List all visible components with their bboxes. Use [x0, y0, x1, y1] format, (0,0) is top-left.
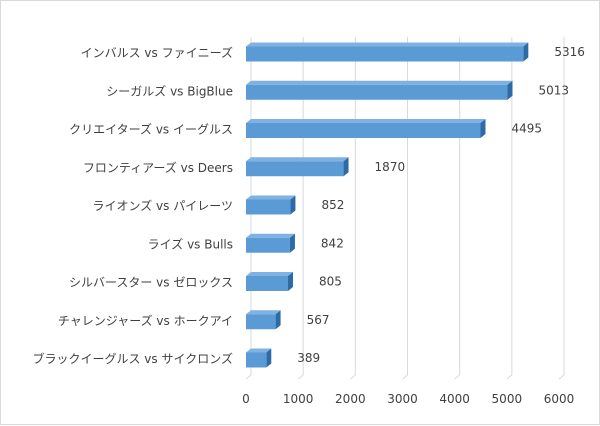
bar — [246, 84, 508, 100]
bar-side — [287, 272, 293, 291]
category-label: クリエイターズ vs イーグルス — [69, 122, 233, 137]
bar-side — [290, 195, 296, 215]
bar — [246, 276, 288, 291]
data-label: 5316 — [554, 45, 585, 59]
category-label: シーガルズ vs BigBlue — [106, 83, 233, 98]
category-label: ライオンズ vs パイレーツ — [92, 198, 233, 213]
bar-side — [480, 119, 486, 138]
data-label: 389 — [297, 351, 320, 365]
x-tick-labels: 0 1000 2000 3000 4000 5000 6000 — [242, 392, 574, 406]
bar-side — [289, 233, 295, 253]
bar — [246, 46, 524, 62]
bar-side — [275, 310, 281, 330]
bar — [246, 123, 481, 138]
bar-top — [246, 195, 296, 200]
bar-top — [246, 42, 529, 47]
bar — [246, 352, 267, 368]
gridline-floor — [402, 374, 408, 380]
x-tick-label: 3000 — [387, 392, 418, 406]
bar-top — [246, 272, 293, 276]
category-label: インバルス vs ファイニーズ — [81, 45, 233, 60]
x-tick-label: 5000 — [492, 392, 523, 406]
bars — [246, 42, 529, 368]
data-label: 5013 — [539, 83, 570, 97]
x-tick-label: 4000 — [439, 392, 470, 406]
data-label: 4495 — [511, 122, 542, 136]
gridline-floor — [297, 374, 304, 380]
bar-top — [246, 80, 513, 85]
category-label: ブラックイーグルス vs サイクロンズ — [32, 351, 233, 366]
category-label: フロンティアーズ vs Deers — [83, 160, 233, 175]
data-label: 842 — [321, 236, 344, 250]
category-label: ライズ vs Bulls — [148, 236, 233, 251]
bar-side — [523, 42, 529, 62]
bar-top — [246, 310, 281, 315]
gridline-floor — [454, 374, 460, 380]
data-label: 852 — [321, 198, 344, 212]
bar-side — [507, 80, 513, 100]
bar-top — [246, 233, 295, 238]
bar-top — [246, 157, 349, 162]
bar — [246, 314, 276, 330]
x-tick-label: 2000 — [335, 392, 366, 406]
gridline-floor — [350, 374, 356, 380]
x-tick-label: 6000 — [544, 392, 575, 406]
bar — [246, 199, 291, 215]
x-tick-label: 0 — [242, 392, 250, 406]
gridline-floor — [506, 374, 513, 380]
gridline-floor — [558, 374, 565, 380]
category-label: チャレンジャーズ vs ホークアイ — [58, 313, 233, 328]
gridline-floor — [245, 374, 252, 380]
bar-side — [343, 157, 349, 177]
bar-top — [246, 348, 272, 353]
data-label: 1870 — [375, 160, 406, 174]
category-label: シルバースター vs ゼロックス — [69, 276, 233, 290]
bar — [246, 237, 290, 253]
data-labels: 5316 5013 4495 1870 852 842 805 567 389 — [297, 45, 585, 365]
bar-top — [246, 119, 486, 123]
bar — [246, 161, 344, 177]
data-label: 567 — [307, 313, 330, 327]
x-tick-label: 1000 — [283, 392, 314, 406]
data-label: 805 — [319, 275, 342, 289]
bar-side — [266, 348, 272, 368]
